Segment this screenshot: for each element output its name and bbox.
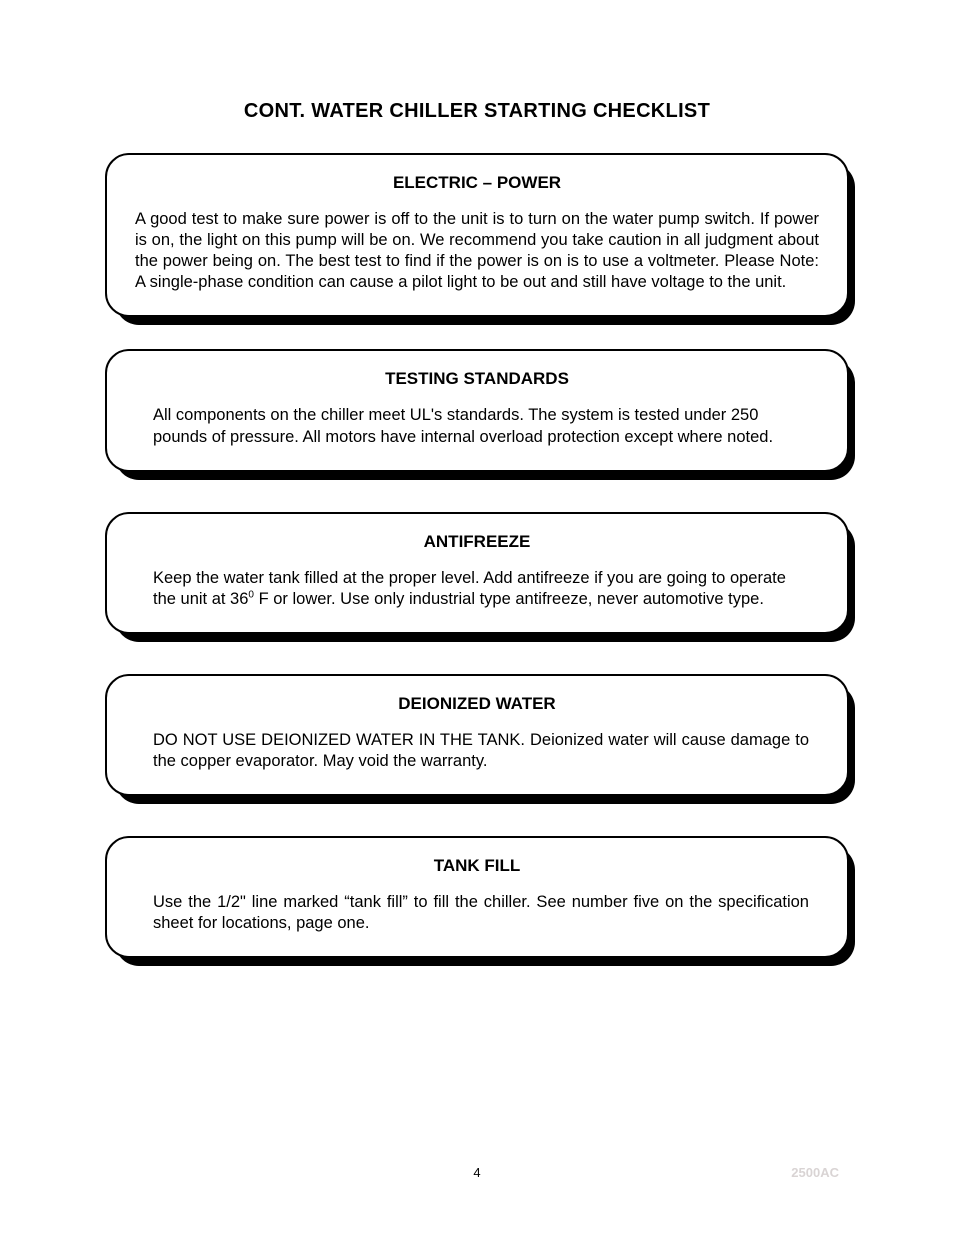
- content-box: DEIONIZED WATER DO NOT USE DEIONIZED WAT…: [105, 674, 849, 796]
- box-title: TESTING STANDARDS: [135, 369, 819, 389]
- section-antifreeze: ANTIFREEZE Keep the water tank filled at…: [105, 512, 849, 634]
- box-title: ELECTRIC – POWER: [135, 173, 819, 193]
- box-title: ANTIFREEZE: [135, 532, 819, 552]
- page-footer: 4 2500AC: [0, 1165, 954, 1180]
- box-body: Use the 1/2" line marked “tank fill” to …: [135, 892, 819, 934]
- section-deionized-water: DEIONIZED WATER DO NOT USE DEIONIZED WAT…: [105, 674, 849, 796]
- section-electric-power: ELECTRIC – POWER A good test to make sur…: [105, 153, 849, 317]
- box-body: Keep the water tank filled at the proper…: [135, 568, 819, 610]
- content-box: ELECTRIC – POWER A good test to make sur…: [105, 153, 849, 317]
- box-body: DO NOT USE DEIONIZED WATER IN THE TANK. …: [135, 730, 819, 772]
- box-title: TANK FILL: [135, 856, 819, 876]
- section-tank-fill: TANK FILL Use the 1/2" line marked “tank…: [105, 836, 849, 958]
- document-page: CONT. WATER CHILLER STARTING CHECKLIST E…: [0, 0, 954, 1235]
- box-body: A good test to make sure power is off to…: [135, 209, 819, 293]
- section-testing-standards: TESTING STANDARDS All components on the …: [105, 349, 849, 471]
- page-title: CONT. WATER CHILLER STARTING CHECKLIST: [105, 100, 849, 123]
- model-code: 2500AC: [791, 1165, 839, 1180]
- box-title: DEIONIZED WATER: [135, 694, 819, 714]
- box-body: All components on the chiller meet UL's …: [135, 405, 819, 447]
- content-box: TESTING STANDARDS All components on the …: [105, 349, 849, 471]
- content-box: TANK FILL Use the 1/2" line marked “tank…: [105, 836, 849, 958]
- content-box: ANTIFREEZE Keep the water tank filled at…: [105, 512, 849, 634]
